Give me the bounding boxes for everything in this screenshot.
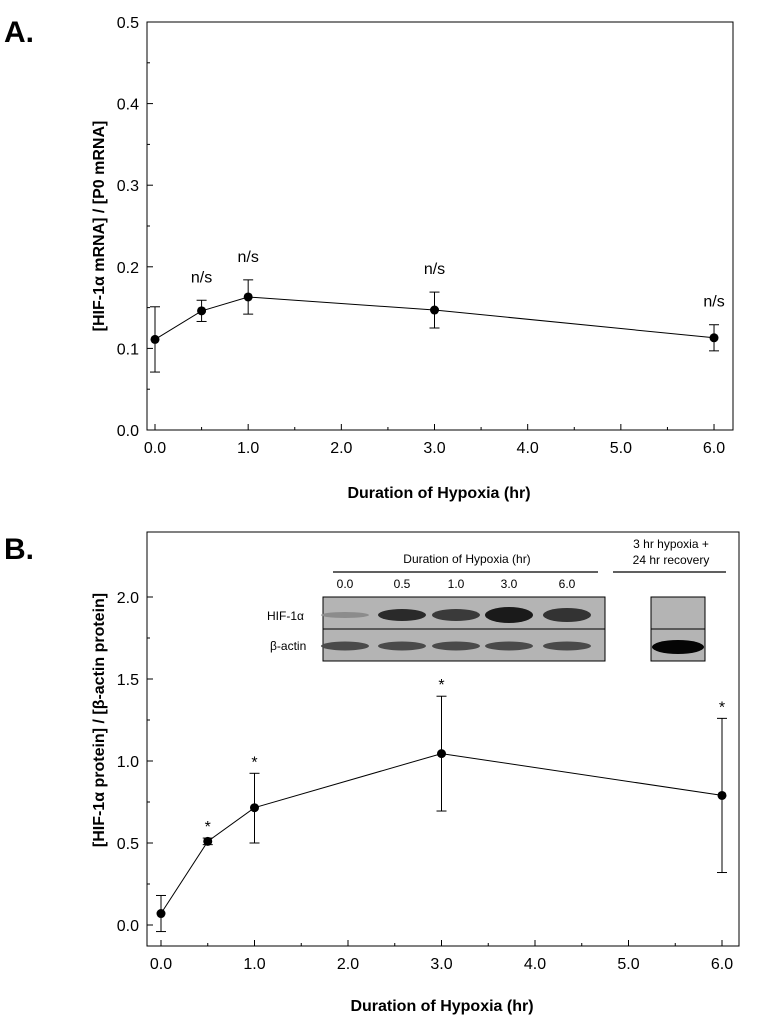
panel-b-y-ticks: 0.0 0.5 1.0 1.5 2.0	[117, 590, 153, 935]
data-point	[717, 790, 727, 800]
y-tick-label: 0.0	[117, 423, 139, 440]
data-point	[430, 305, 440, 315]
actin-band	[321, 641, 369, 651]
x-tick-label: 1.0	[237, 440, 259, 457]
hif-band	[378, 609, 426, 621]
panel-b: B. [HIF-1α protein] / [β-actin protein] …	[4, 531, 740, 1015]
western-blot-inset: Duration of Hypoxia (hr) 0.0 0.5 1.0 3.0 6.0…	[267, 537, 726, 662]
significance-label: *	[251, 754, 257, 771]
panel-b-plot-frame	[146, 531, 740, 947]
y-tick-label: 0.2	[117, 260, 139, 277]
actin-band	[432, 641, 480, 651]
x-tick-label: 1.0	[243, 956, 265, 973]
x-tick-label: 6.0	[711, 956, 733, 973]
inset-row-label-actin: β-actin	[270, 639, 306, 653]
panel-a-plot-frame	[146, 21, 734, 431]
x-tick-label: 6.0	[703, 440, 725, 457]
y-tick-label: 1.0	[117, 754, 139, 771]
panel-a-data: n/s n/s n/s n/s	[150, 249, 725, 373]
significance-label: n/s	[424, 261, 445, 278]
blot-bands	[321, 607, 591, 651]
actin-band	[378, 641, 426, 651]
inset-lane-label: 1.0	[448, 577, 465, 591]
hif-band	[543, 608, 591, 622]
x-tick-label: 2.0	[337, 956, 359, 973]
panel-b-label: B.	[4, 533, 34, 566]
y-tick-label: 0.1	[117, 341, 139, 358]
significance-label: *	[205, 819, 211, 836]
panel-a-label: A.	[4, 16, 34, 49]
y-tick-label: 0.0	[117, 918, 139, 935]
data-point	[197, 306, 207, 316]
hif-band	[432, 609, 480, 621]
y-tick-label: 0.5	[117, 15, 139, 32]
hif-band	[485, 607, 533, 623]
y-tick-label: 0.3	[117, 178, 139, 195]
panel-a-x-axis-title: Duration of Hypoxia (hr)	[347, 485, 530, 502]
significance-label: n/s	[237, 249, 258, 266]
inset-lane-labels: 0.0 0.5 1.0 3.0 6.0	[337, 577, 576, 591]
inset-lane-label: 3.0	[501, 577, 518, 591]
panel-b-data: * * * *	[156, 677, 727, 933]
significance-label: *	[438, 677, 444, 694]
data-point	[437, 749, 446, 759]
recovery-title-line2: 24 hr recovery	[633, 553, 710, 567]
panel-b-x-axis-title: Duration of Hypoxia (hr)	[350, 998, 533, 1015]
inset-title: Duration of Hypoxia (hr)	[403, 552, 530, 566]
inset-row-label-hif: HIF-1α	[267, 609, 304, 623]
actin-band	[485, 641, 533, 651]
inset-lane-label: 0.0	[337, 577, 354, 591]
y-tick-label: 2.0	[117, 590, 139, 607]
panel-a-y-ticks: 0.0 0.1 0.2 0.3 0.4 0.5	[117, 15, 153, 440]
x-tick-label: 3.0	[423, 440, 445, 457]
panel-b-x-ticks: 0.0 1.0 2.0 3.0 4.0 5.0 6.0	[150, 940, 733, 973]
data-point	[243, 292, 253, 302]
data-point	[150, 334, 160, 344]
significance-label: n/s	[703, 294, 724, 311]
x-tick-label: 5.0	[610, 440, 632, 457]
data-point	[250, 803, 259, 813]
panel-a-y-axis-title: [HIF-1α mRNA] / [P0 mRNA]	[91, 121, 108, 332]
significance-label: n/s	[191, 269, 212, 286]
x-tick-label: 4.0	[524, 956, 546, 973]
data-point	[156, 909, 166, 919]
x-tick-label: 0.0	[144, 440, 166, 457]
inset-lane-label: 0.5	[394, 577, 411, 591]
hif-band	[321, 612, 369, 618]
panel-b-y-axis-title: [HIF-1α protein] / [β-actin protein]	[91, 593, 108, 847]
data-point	[203, 836, 213, 846]
panel-a-x-ticks: 0.0 1.0 2.0 3.0 4.0 5.0 6.0	[144, 424, 725, 457]
x-tick-label: 3.0	[430, 956, 452, 973]
x-tick-label: 4.0	[517, 440, 539, 457]
y-tick-label: 0.5	[117, 836, 139, 853]
recovery-blot-band	[652, 640, 704, 654]
y-tick-label: 1.5	[117, 672, 139, 689]
x-tick-label: 0.0	[150, 956, 172, 973]
panel-a: A. [HIF-1α mRNA] / [P0 mRNA] Duration of…	[4, 15, 734, 502]
inset-lane-label: 6.0	[559, 577, 576, 591]
significance-label: *	[719, 699, 725, 716]
x-tick-label: 5.0	[617, 956, 639, 973]
x-tick-label: 2.0	[330, 440, 352, 457]
y-tick-label: 0.4	[117, 97, 139, 114]
data-point	[709, 333, 719, 343]
actin-band	[543, 641, 591, 651]
recovery-title-line1: 3 hr hypoxia +	[633, 537, 709, 551]
